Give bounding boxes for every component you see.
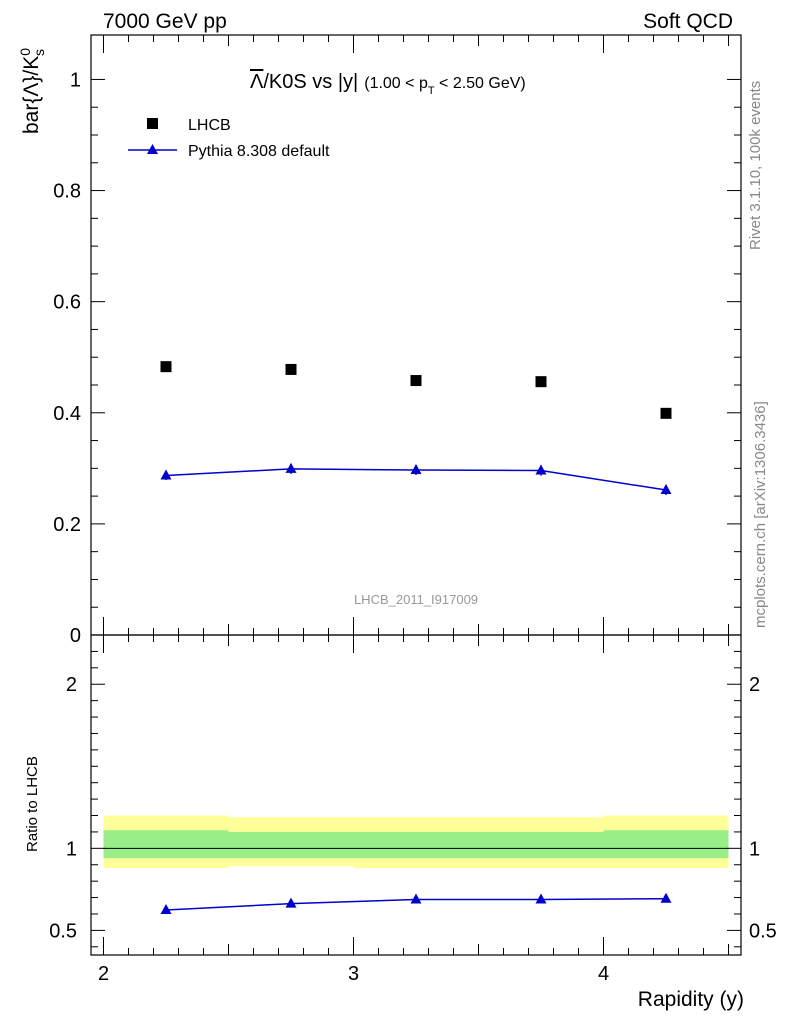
- legend-pythia-label: Pythia 8.308 default: [188, 143, 330, 160]
- ratio-ytick-label-right: 2: [749, 674, 760, 696]
- ratio-frame: [90, 634, 742, 956]
- main-ytick-label: 0.6: [53, 292, 81, 314]
- pythia-data-point: [660, 484, 672, 494]
- main-data-marks: [160, 361, 672, 495]
- title-rest: /K0S vs |y|: [263, 71, 358, 93]
- main-ytick-label: 0: [70, 625, 81, 647]
- legend-lhcb-label: LHCB: [188, 117, 231, 134]
- legend: LHCB Pythia 8.308 default: [128, 117, 330, 160]
- ratio-xtick-label: 3: [348, 963, 359, 985]
- ratio-green-band: [228, 831, 354, 859]
- ratio-xtick-label: 2: [98, 963, 109, 985]
- ratio-ytick-label: 0.5: [49, 920, 77, 942]
- lhcb-data-point: [285, 363, 297, 375]
- main-ytick-label: 0.4: [53, 403, 81, 425]
- title-cut: (1.00 < p: [364, 75, 428, 92]
- ratio-green-band: [603, 830, 729, 859]
- pythia-data-point: [160, 469, 172, 480]
- legend-pythia-marker: [147, 144, 158, 154]
- mcplots-credit-text: mcplots.cern.ch [arXiv:1306.3436]: [752, 401, 769, 628]
- ratio-green-band: [103, 830, 229, 859]
- main-ytick-label: 0.8: [53, 181, 81, 203]
- main-ytick-label: 1: [70, 69, 81, 91]
- pythia-data-point: [535, 464, 547, 475]
- chart-title: Λ/K0S vs |y| (1.00 < pT < 2.50 GeV): [250, 71, 526, 97]
- ratio-ylabel: Ratio to LHCB: [24, 756, 41, 852]
- ratio-ytick-label: 2: [66, 674, 77, 696]
- ratio-ytick-label: 1: [66, 838, 77, 860]
- pythia-data-point: [410, 464, 422, 474]
- title-cut-sub: T: [428, 85, 435, 97]
- title-overline: Λ: [250, 71, 264, 93]
- ratio-data-marks: [160, 892, 672, 915]
- main-ylabel-sub: s: [31, 49, 47, 56]
- ratio-xtick-label: 4: [598, 963, 609, 985]
- ratio-panel: 0.5 0.5 1 1 2 2 2 3 4 Ratio to LHCB Rapidity (y): [24, 634, 777, 1011]
- ratio-data-point: [285, 897, 297, 908]
- main-ylabel-text: bar{Λ}/K: [20, 56, 43, 134]
- main-axis-ticks: 0 0.2 0.4 0.6 0.8 1: [53, 35, 741, 647]
- lhcb-data-point: [660, 407, 672, 419]
- lhcb-data-point: [535, 376, 547, 388]
- ratio-xlabel: Rapidity (y): [638, 988, 744, 1011]
- main-ylabel: bar{Λ}/K0s: [17, 48, 47, 134]
- ratio-data-point: [160, 904, 172, 915]
- header-right: Soft QCD: [643, 10, 733, 33]
- ratio-green-band: [478, 831, 604, 859]
- header-left: 7000 GeV pp: [103, 10, 227, 33]
- analysis-watermark: LHCB_2011_I917009: [354, 592, 478, 607]
- ratio-data-point: [410, 893, 422, 904]
- main-ylabel-sup: 0: [17, 48, 33, 56]
- pythia-data-point: [285, 462, 297, 473]
- ratio-axis-ticks: 0.5 0.5 1 1 2 2 2 3 4: [49, 635, 777, 985]
- main-ytick-label: 0.2: [53, 514, 81, 536]
- lhcb-data-point: [410, 375, 422, 387]
- ratio-ytick-label-right: 1: [749, 838, 760, 860]
- ratio-ytick-label-right: 0.5: [749, 920, 777, 942]
- title-cut-end: < 2.50 GeV): [435, 75, 526, 92]
- ratio-data-point: [535, 893, 547, 904]
- rivet-version-text: Rivet 3.1.10, 100k events: [747, 81, 764, 250]
- lhcb-data-point: [160, 361, 172, 373]
- ratio-data-point: [660, 892, 672, 903]
- main-panel: 0 0.2 0.4 0.6 0.8 1 Λ/K0S vs |y| (1.00 < pT < …: [17, 34, 742, 647]
- legend-lhcb-marker: [147, 118, 158, 129]
- ratio-green-band: [353, 831, 479, 859]
- ratio-bands: [103, 815, 729, 869]
